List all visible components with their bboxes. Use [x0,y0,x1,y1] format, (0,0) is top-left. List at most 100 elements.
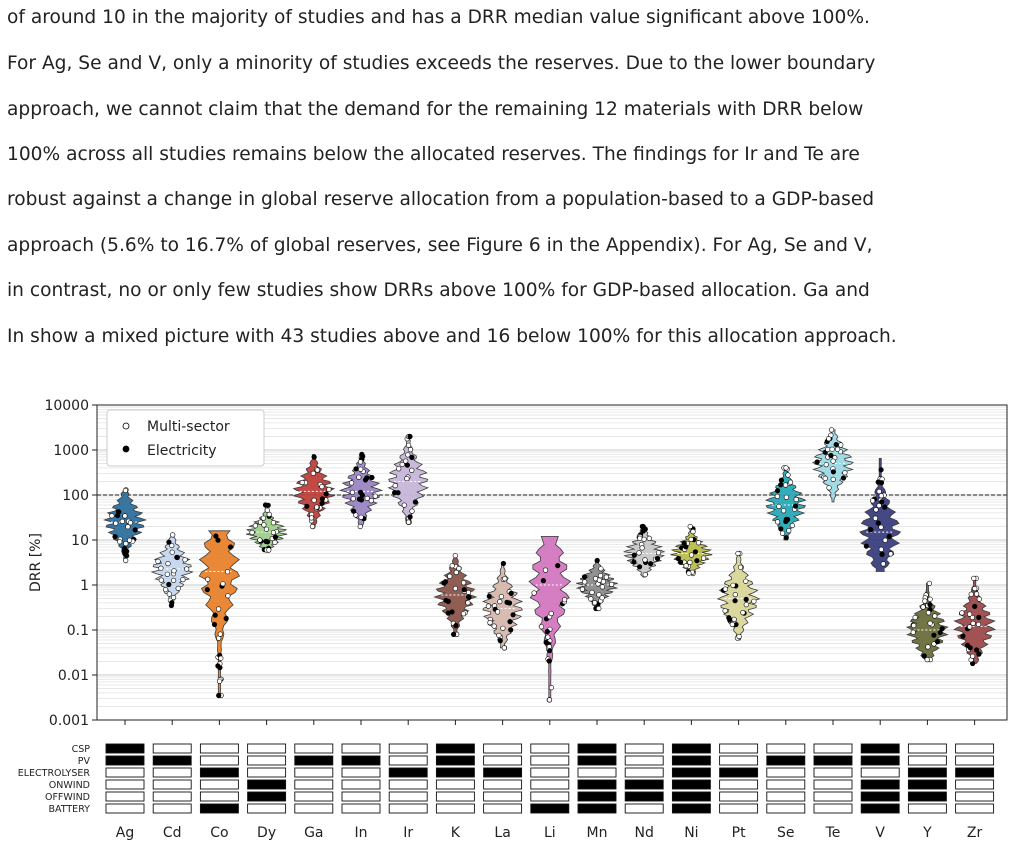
x-category-label: Co [210,825,228,841]
tech-cell-off [577,767,617,778]
multi-sector-point [787,479,794,485]
multi-sector-point [405,519,412,525]
multi-sector-point [405,452,411,458]
multi-sector-point [546,697,553,703]
electricity-point [215,537,221,543]
multi-sector-point [452,585,459,592]
multi-sector-point [257,537,263,543]
tech-cell-off [719,755,759,766]
electricity-point [166,539,172,545]
tech-cell-on [813,755,853,766]
multi-sector-point [364,495,370,502]
electricity-point [486,593,492,599]
multi-sector-point [830,458,836,464]
multi-sector-point [357,459,364,465]
tech-cell-off [105,779,145,790]
tech-cell-off [766,791,806,802]
multi-sector-point [217,631,223,637]
text-line: approach, we cannot claim that the deman… [7,99,864,120]
multi-sector-point [825,446,831,453]
electricity-point [814,459,820,465]
electricity-point [882,504,888,510]
multi-sector-point [561,597,568,603]
tech-cell-off [435,779,475,790]
electricity-point [351,508,357,514]
electricity-point [631,559,637,565]
tech-cell-on [247,791,287,802]
electricity-point [213,533,219,539]
electricity-point [465,594,472,600]
tech-cell-on [105,743,145,754]
electricity-point [508,590,514,597]
electricity-point [879,499,885,505]
electricity-point [304,503,310,509]
tech-cell-off [766,779,806,790]
electricity-point [547,648,553,654]
tech-cell-off [152,779,192,790]
multi-sector-point [642,557,648,563]
tech-cell-on [294,755,334,766]
multi-sector-point [826,485,832,491]
electricity-point [451,631,457,638]
x-category-label: Pt [732,825,746,841]
multi-sector-point [496,632,502,639]
multi-sector-point [912,614,918,621]
tech-cell-off [294,803,334,814]
multi-sector-point [158,577,164,583]
multi-sector-point [774,519,781,525]
tech-cell-off [483,779,523,790]
tech-cell-off [152,791,192,802]
tech-cell-off [388,791,428,802]
tech-cell-off [435,803,475,814]
multi-sector-point [158,565,164,571]
tech-cell-off [813,767,853,778]
electricity-point [540,577,547,584]
multi-sector-point [407,447,414,453]
text-line: 100% across all studies remains below th… [7,144,860,165]
tech-cell-off [813,803,853,814]
multi-sector-point [117,539,123,545]
electricity-point [677,559,684,565]
multi-sector-point [822,475,828,482]
x-category-label: Dy [257,825,276,841]
tech-cell-on [483,767,523,778]
multi-sector-point [599,584,606,590]
multi-sector-point [109,513,115,519]
tech-cell-off [341,767,381,778]
tech-cell-off [624,743,664,754]
multi-sector-point [688,552,695,558]
tech-cell-on [860,803,900,814]
multi-sector-point [409,467,415,474]
tech-cell-on [860,779,900,790]
tech-cell-off [766,767,806,778]
x-category-label: V [875,825,885,841]
tech-cell-off [813,743,853,754]
electricity-point [939,626,945,632]
multi-sector-point [924,656,930,663]
y-tick-label: 1 [80,578,89,594]
y-tick-label: 0.1 [67,623,89,639]
electricity-point [461,587,467,593]
multi-sector-point [263,526,270,532]
multi-sector-point [599,595,605,601]
multi-sector-point [732,591,738,598]
tech-cell-off [294,779,334,790]
multi-sector-point [743,578,749,584]
electricity-point [640,528,646,534]
multi-sector-point [592,600,598,606]
x-category-label: Mn [587,825,608,841]
multi-sector-point [878,493,884,499]
tech-cell-off [719,803,759,814]
multi-sector-point [966,611,973,617]
multi-sector-point [842,470,848,476]
electricity-point [319,500,325,506]
electricity-point [409,454,415,461]
multi-sector-point [123,540,129,547]
electricity-point [863,543,870,549]
tech-cell-off [388,743,428,754]
x-category-label: Cd [163,825,182,841]
multi-sector-point [266,547,272,553]
x-category-label: Ni [684,825,698,841]
legend-label: Electricity [147,443,217,459]
electricity-point [828,452,834,459]
